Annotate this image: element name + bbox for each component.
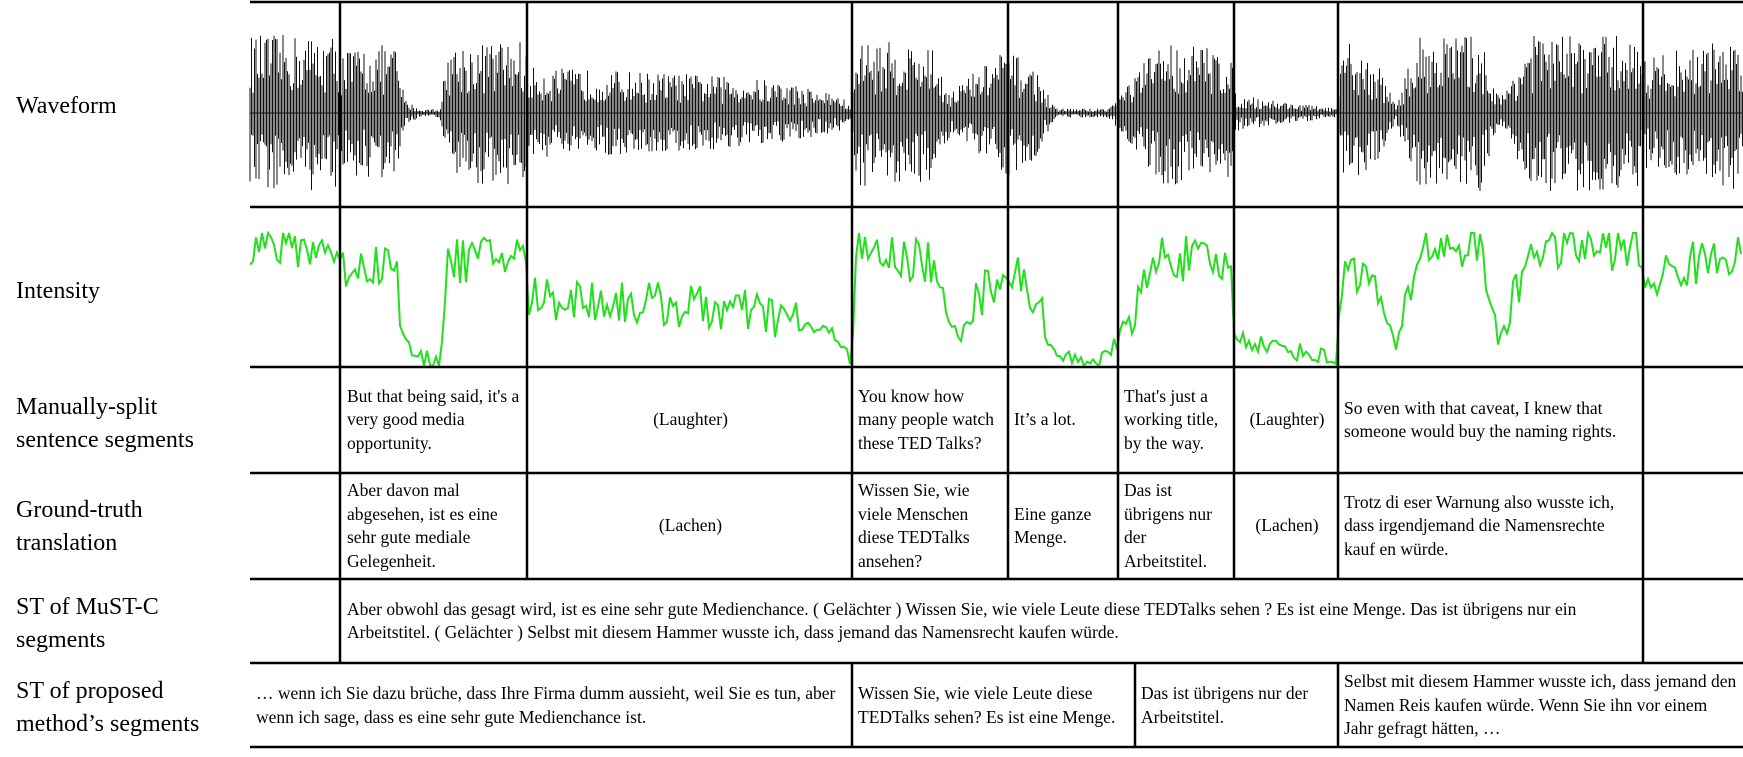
table-grid	[250, 0, 1743, 749]
label-gt-line2: translation	[16, 530, 118, 556]
manual-segment-2: (Laughter)	[653, 409, 728, 430]
manual-segment-4: It’s a lot.	[1014, 409, 1076, 430]
label-manual-line1: Manually-split	[16, 394, 158, 420]
manual-segment-3: You know how many people watch these TED…	[858, 385, 995, 453]
proposed-segment-2: Wissen Sie, wie viele Leute diese TEDTal…	[858, 683, 1116, 727]
mustc-segment: Aber obwohl das gesagt wird, ist es eine…	[347, 598, 1577, 643]
manual-segment-5: That's just a working title, by the way.	[1124, 385, 1219, 453]
proposed-segment-3: Das ist übrigens nur der Arbeitstitel.	[1141, 683, 1309, 727]
gt-translation-3: Wissen Sie, wie viele Menschen diese TED…	[858, 480, 970, 571]
label-proposed-line1: ST of proposed	[16, 678, 164, 704]
proposed-segment-1: … wenn ich Sie dazu brüche, dass Ihre Fi…	[256, 683, 836, 727]
label-mustc-line1: ST of MuST-C	[16, 594, 159, 620]
gt-translation-4: Eine ganze Menge.	[1014, 503, 1092, 548]
label-manual-line2: sentence segments	[16, 427, 194, 453]
label-ground-truth: Ground-truth translation	[16, 494, 143, 560]
gt-translation-7: Trotz di eser Warnung also wusste ich, d…	[1344, 491, 1615, 559]
intensity-plot	[249, 229, 1742, 369]
label-manual-segments: Manually-split sentence segments	[16, 391, 194, 457]
label-gt-line1: Ground-truth	[16, 497, 143, 523]
label-waveform: Waveform	[16, 93, 117, 119]
label-mustc-segments: ST of MuST-C segments	[16, 591, 159, 657]
label-mustc-line2: segments	[16, 627, 106, 653]
proposed-segment-4: Selbst mit diesem Hammer wusste ich, das…	[1344, 671, 1737, 739]
manual-segment-6: (Laughter)	[1249, 409, 1325, 430]
manual-segment-1: But that being said, it's a very good me…	[347, 385, 520, 453]
label-proposed-segments: ST of proposed method’s segments	[16, 675, 199, 741]
label-proposed-line2: method’s segments	[16, 711, 200, 737]
gt-translation-5: Das ist übrigens nur der Arbeitstitel.	[1124, 480, 1212, 571]
manual-segment-7: So even with that caveat, I knew that so…	[1344, 397, 1617, 442]
gt-translation-1: Aber davon mal abgesehen, ist es eine se…	[347, 480, 498, 571]
gt-translation-2: (Lachen)	[658, 515, 723, 536]
intensity-curve	[249, 229, 1742, 369]
waveform-plot	[249, 35, 1743, 191]
label-intensity: Intensity	[16, 278, 100, 304]
gt-translation-6: (Lachen)	[1255, 515, 1319, 536]
